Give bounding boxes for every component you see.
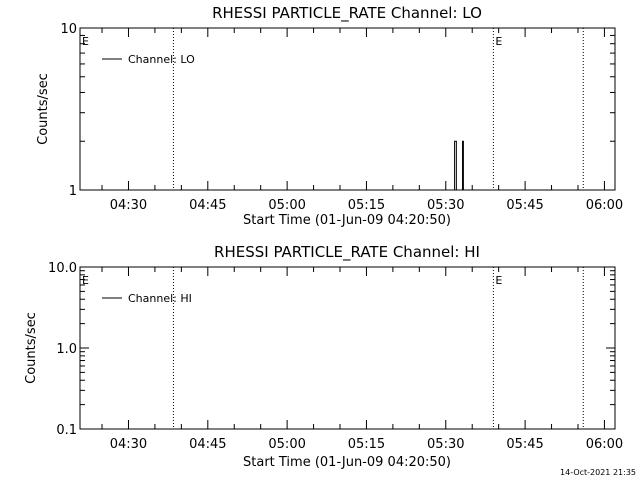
x-tick-label: 05:30 — [427, 437, 464, 452]
y-tick-label: 1.0 — [56, 342, 77, 357]
x-tick-label: 04:45 — [189, 198, 226, 213]
panel-lo-legend-label: Channel: LO — [128, 53, 195, 66]
panel-lo-y-ticks: 1 10 — [60, 22, 615, 199]
panel-hi-ylabel: Counts/sec — [24, 312, 39, 384]
panel-lo-ylabel: Counts/sec — [36, 73, 51, 145]
x-tick-label: 05:45 — [506, 437, 543, 452]
panel-lo-series-line — [451, 140, 466, 191]
panel-lo-xlabel: Start Time (01-Jun-09 04:20:50) — [243, 213, 451, 228]
eclipse-marker-label: E — [82, 35, 89, 48]
x-tick-label: 04:45 — [189, 437, 226, 452]
panel-lo: RHESSI PARTICLE_RATE Channel: LO Counts/… — [36, 4, 623, 228]
x-tick-label: 06:00 — [586, 198, 623, 213]
x-tick-label: 05:15 — [348, 198, 385, 213]
x-tick-label: 05:15 — [348, 437, 385, 452]
x-tick-label: 06:00 — [586, 437, 623, 452]
footer-timestamp: 14-Oct-2021 21:35 — [560, 468, 636, 477]
y-tick-label: 10 — [60, 22, 77, 37]
x-tick-label: 05:45 — [506, 198, 543, 213]
x-tick-label: 05:00 — [268, 437, 305, 452]
x-tick-label: 04:30 — [110, 198, 147, 213]
panel-hi-y-ticks: 0.1 1.0 10.0 — [48, 261, 615, 438]
y-tick-label: 0.1 — [56, 423, 77, 438]
eclipse-marker-label: E — [82, 274, 89, 287]
panel-lo-frame — [79, 27, 616, 191]
x-tick-label: 04:30 — [110, 437, 147, 452]
panel-hi-x-ticks: 04:30 04:45 05:00 05:15 05:30 05:45 06:00 — [101, 267, 623, 452]
x-tick-label: 05:30 — [427, 198, 464, 213]
panel-hi-legend-label: Channel: HI — [128, 292, 192, 305]
eclipse-marker-label: E — [495, 274, 502, 287]
panel-lo-x-ticks: 04:30 04:45 05:00 05:15 05:30 05:45 06:00 — [101, 28, 623, 213]
panel-lo-title: RHESSI PARTICLE_RATE Channel: LO — [212, 4, 482, 23]
eclipse-marker-label: E — [495, 35, 502, 48]
y-tick-label: 10.0 — [48, 261, 77, 276]
y-tick-label: 1 — [69, 184, 77, 199]
x-tick-label: 05:00 — [268, 198, 305, 213]
panel-hi-title: RHESSI PARTICLE_RATE Channel: HI — [214, 243, 480, 262]
panel-hi-xlabel: Start Time (01-Jun-09 04:20:50) — [243, 455, 451, 470]
panel-hi: RHESSI PARTICLE_RATE Channel: HI Counts/… — [24, 243, 623, 470]
